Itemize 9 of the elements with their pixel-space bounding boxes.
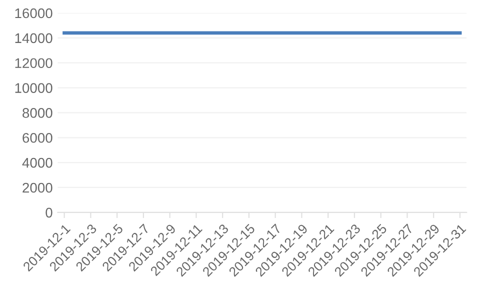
y-tick-label: 0	[46, 208, 52, 218]
y-tick-label: 2000	[22, 182, 52, 193]
y-tick-label: 10000	[15, 83, 52, 93]
y-tick-label: 4000	[22, 158, 52, 168]
y-tick-label: 12000	[15, 58, 52, 68]
y-tick-label: 6000	[22, 132, 52, 143]
y-tick-label: 16000	[15, 8, 52, 18]
y-tick-label: 14000	[15, 33, 52, 44]
y-tick-label: 8000	[22, 108, 52, 118]
